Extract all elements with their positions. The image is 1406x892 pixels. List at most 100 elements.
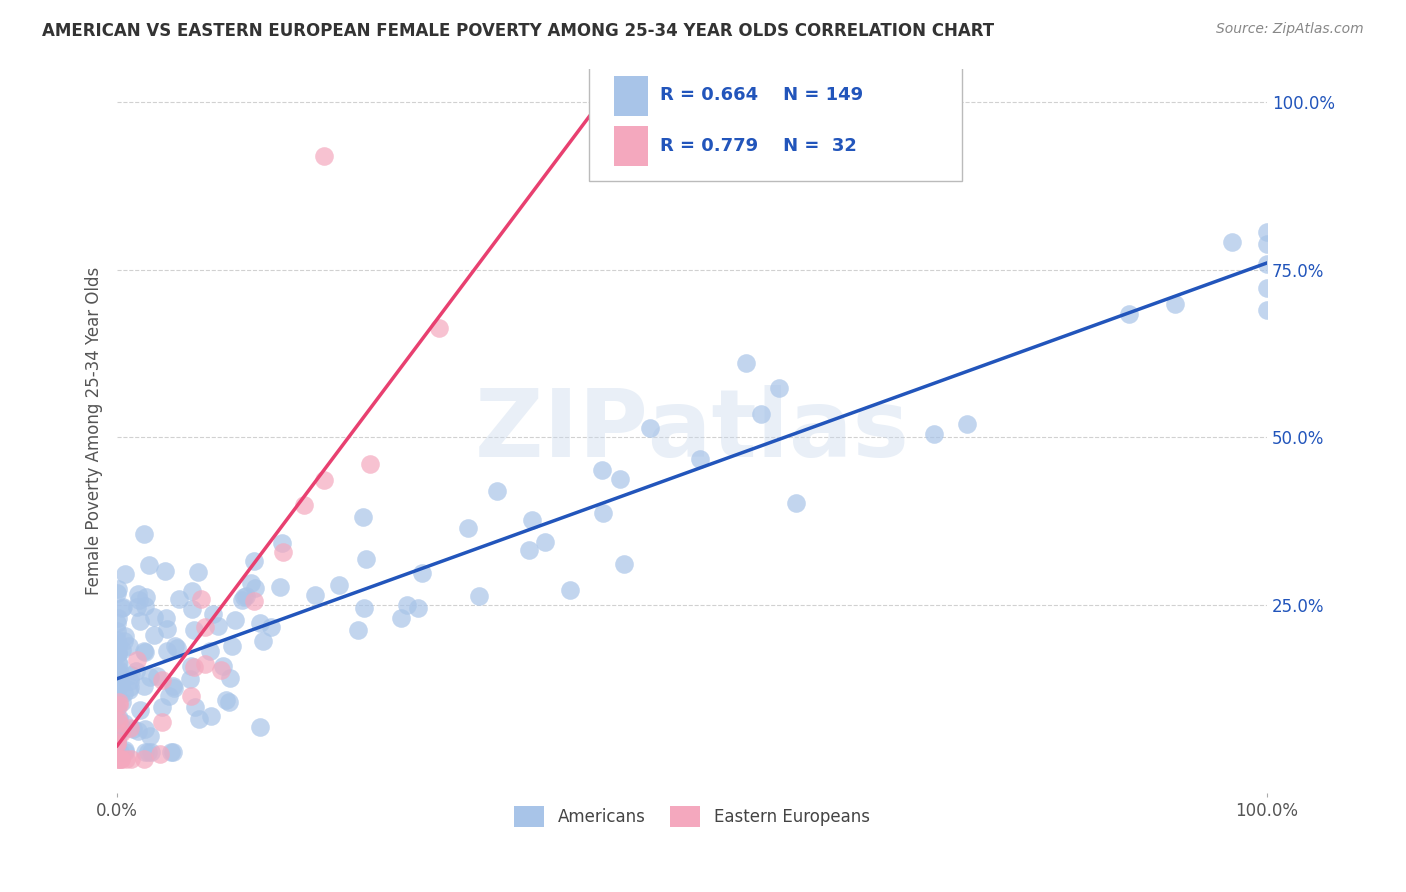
Point xyxy=(107,729,129,743)
Point xyxy=(121,722,143,736)
Point xyxy=(128,593,150,607)
Point xyxy=(125,664,148,678)
Point xyxy=(166,640,188,655)
Point xyxy=(105,700,128,714)
Point xyxy=(522,513,544,527)
Point xyxy=(108,657,131,672)
Point xyxy=(105,624,128,638)
Point xyxy=(221,640,243,654)
Point xyxy=(150,700,173,714)
Point xyxy=(139,669,162,683)
Point xyxy=(105,738,128,752)
Point xyxy=(108,711,131,725)
Point xyxy=(150,714,173,729)
Point xyxy=(120,668,142,682)
Point xyxy=(107,726,129,740)
Point xyxy=(165,639,187,653)
Point xyxy=(180,689,202,703)
Point xyxy=(150,673,173,688)
Point xyxy=(114,566,136,581)
Point xyxy=(271,545,294,559)
Point xyxy=(638,421,661,435)
Point xyxy=(486,483,509,498)
Point xyxy=(127,653,149,667)
Point xyxy=(190,591,212,606)
Point xyxy=(207,619,229,633)
Point xyxy=(243,554,266,568)
Point xyxy=(751,407,773,421)
Point xyxy=(180,658,202,673)
Point xyxy=(734,356,756,370)
Point xyxy=(1256,303,1278,318)
Point xyxy=(156,644,179,658)
Point xyxy=(162,679,184,693)
Point xyxy=(1256,225,1278,239)
Point xyxy=(111,601,134,615)
FancyBboxPatch shape xyxy=(589,62,962,181)
Point xyxy=(768,381,790,395)
Point xyxy=(107,667,129,681)
Point xyxy=(194,657,217,672)
Point xyxy=(105,739,128,754)
Point xyxy=(592,506,614,520)
Point xyxy=(187,565,209,579)
Point xyxy=(155,611,177,625)
Point xyxy=(558,582,581,597)
Point xyxy=(354,551,377,566)
Text: Source: ZipAtlas.com: Source: ZipAtlas.com xyxy=(1216,22,1364,37)
Point xyxy=(115,752,138,766)
Point xyxy=(108,746,131,760)
Point xyxy=(105,664,128,678)
Point xyxy=(167,592,190,607)
Text: R = 0.779    N =  32: R = 0.779 N = 32 xyxy=(659,137,856,155)
Point xyxy=(314,474,336,488)
Point xyxy=(411,566,433,580)
Point xyxy=(427,320,450,334)
Point xyxy=(517,542,540,557)
Point xyxy=(201,607,224,621)
Point xyxy=(269,580,291,594)
Point xyxy=(1256,236,1278,251)
Point xyxy=(107,611,129,625)
Point xyxy=(406,601,429,615)
Point xyxy=(110,752,132,766)
Point xyxy=(105,669,128,683)
Point xyxy=(134,599,156,613)
Point xyxy=(162,746,184,760)
Point xyxy=(591,462,613,476)
Point xyxy=(389,611,412,625)
FancyBboxPatch shape xyxy=(614,127,648,166)
Point xyxy=(146,669,169,683)
Point xyxy=(613,558,636,572)
Point xyxy=(110,725,132,739)
Point xyxy=(110,677,132,691)
Point xyxy=(304,588,326,602)
Point xyxy=(134,723,156,737)
Point xyxy=(159,746,181,760)
Point xyxy=(1222,235,1244,249)
Point xyxy=(134,645,156,659)
Point xyxy=(224,613,246,627)
Point xyxy=(105,586,128,600)
Text: AMERICAN VS EASTERN EUROPEAN FEMALE POVERTY AMONG 25-34 YEAR OLDS CORRELATION CH: AMERICAN VS EASTERN EUROPEAN FEMALE POVE… xyxy=(42,22,994,40)
Point xyxy=(118,682,141,697)
Point xyxy=(107,713,129,727)
Point xyxy=(187,712,209,726)
Point xyxy=(108,698,131,712)
Point xyxy=(179,672,201,686)
FancyBboxPatch shape xyxy=(614,76,648,116)
Point xyxy=(107,646,129,660)
Point xyxy=(249,720,271,734)
Point xyxy=(352,509,374,524)
Point xyxy=(149,747,172,761)
Point xyxy=(157,689,180,703)
Point xyxy=(252,633,274,648)
Point xyxy=(132,644,155,658)
Point xyxy=(138,746,160,760)
Point xyxy=(143,610,166,624)
Point xyxy=(457,521,479,535)
Point xyxy=(141,746,163,760)
Point xyxy=(105,727,128,741)
Point xyxy=(118,680,141,694)
Point xyxy=(270,536,292,550)
